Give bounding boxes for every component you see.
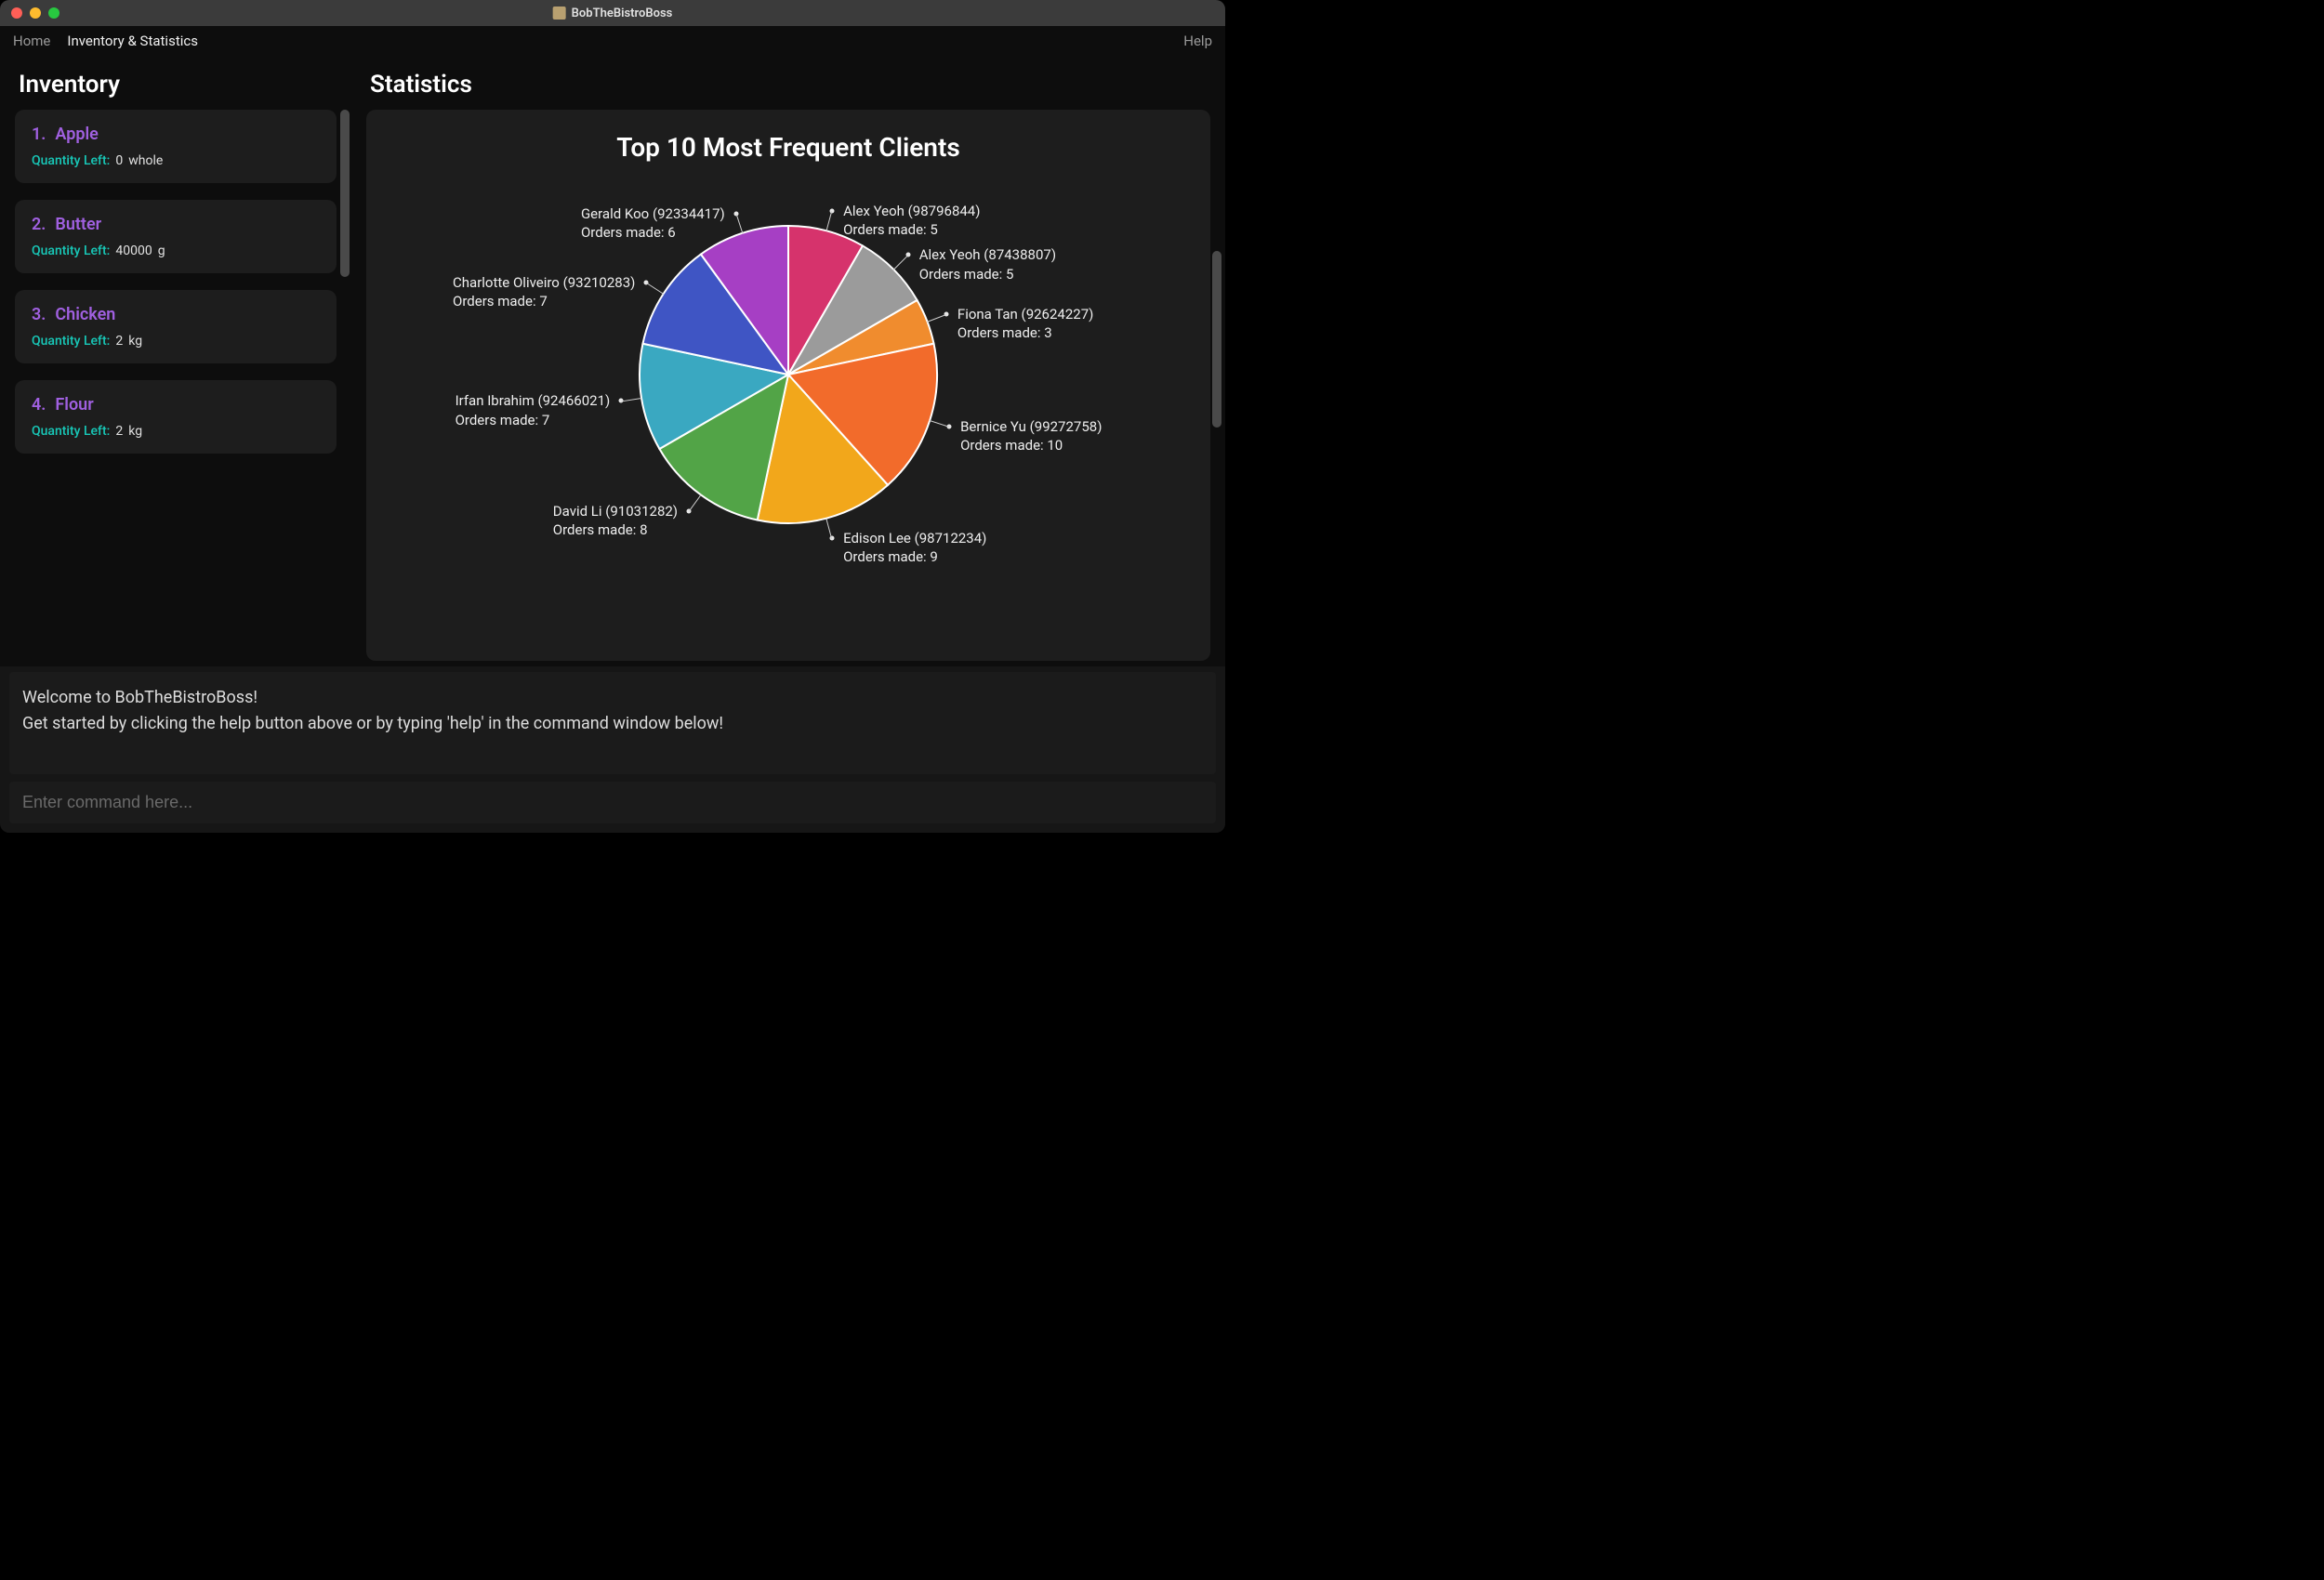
- inventory-list: 1. Apple Quantity Left: 0 whole 2. Butte…: [15, 110, 350, 661]
- pie-slice-label: Bernice Yu (99272758)Orders made: 10: [960, 417, 1102, 455]
- inventory-item-number: 2.: [32, 215, 46, 234]
- inventory-quantity-label: Quantity Left:: [32, 334, 110, 349]
- inventory-item-name: Flour: [55, 395, 93, 415]
- inventory-scrollbar[interactable]: [340, 110, 350, 277]
- inventory-item-name: Apple: [55, 125, 98, 144]
- inventory-section-title: Inventory: [15, 65, 350, 110]
- inventory-quantity-unit: g: [158, 244, 165, 258]
- inventory-quantity-value: 0: [115, 153, 123, 168]
- traffic-lights: [0, 7, 59, 19]
- menu-inventory-statistics[interactable]: Inventory & Statistics: [67, 33, 198, 49]
- pie-slice-label: Irfan Ibrahim (92466021)Orders made: 7: [456, 391, 611, 429]
- pie-slice-label: Edison Lee (98712234)Orders made: 9: [843, 529, 986, 567]
- inventory-card[interactable]: 1. Apple Quantity Left: 0 whole: [15, 110, 337, 183]
- inventory-item-number: 3.: [32, 305, 46, 324]
- inventory-item-number: 1.: [32, 125, 46, 144]
- pie-slice-label: Fiona Tan (92624227)Orders made: 3: [957, 305, 1093, 343]
- welcome-message: Welcome to BobTheBistroBoss! Get started…: [9, 672, 1216, 774]
- pie-slice-label: Gerald Koo (92334417)Orders made: 6: [581, 204, 725, 243]
- menubar: Home Inventory & Statistics Help: [0, 26, 1225, 56]
- maximize-window-icon[interactable]: [48, 7, 59, 19]
- pie-slice-label: David Li (91031282)Orders made: 8: [553, 502, 678, 540]
- inventory-quantity-unit: kg: [128, 424, 142, 439]
- inventory-quantity-label: Quantity Left:: [32, 153, 110, 168]
- welcome-line-1: Welcome to BobTheBistroBoss!: [22, 688, 257, 707]
- inventory-card[interactable]: 3. Chicken Quantity Left: 2 kg: [15, 290, 337, 363]
- close-window-icon[interactable]: [11, 7, 22, 19]
- titlebar: BobTheBistroBoss: [0, 0, 1225, 26]
- statistics-section-title: Statistics: [366, 65, 1210, 110]
- inventory-quantity-value: 2: [115, 424, 123, 439]
- menu-home[interactable]: Home: [13, 33, 50, 49]
- inventory-item-name: Chicken: [55, 305, 115, 324]
- inventory-card[interactable]: 4. Flour Quantity Left: 2 kg: [15, 380, 337, 454]
- inventory-quantity-label: Quantity Left:: [32, 424, 110, 439]
- app-icon: [553, 7, 566, 20]
- pie-slice-label: Charlotte Oliveiro (93210283)Orders made…: [453, 273, 635, 311]
- inventory-item-number: 4.: [32, 395, 46, 415]
- inventory-quantity-unit: kg: [128, 334, 142, 349]
- statistics-panel: Top 10 Most Frequent Clients Alex Yeoh (…: [366, 110, 1210, 661]
- inventory-quantity-value: 40000: [115, 244, 152, 258]
- inventory-quantity-value: 2: [115, 334, 123, 349]
- statistics-scrollbar[interactable]: [1212, 251, 1221, 428]
- chart-title: Top 10 Most Frequent Clients: [389, 132, 1188, 163]
- inventory-card[interactable]: 2. Butter Quantity Left: 40000 g: [15, 200, 337, 273]
- inventory-quantity-unit: whole: [128, 153, 163, 168]
- window-title-text: BobTheBistroBoss: [572, 7, 673, 20]
- pie-slice-label: Alex Yeoh (87438807)Orders made: 5: [919, 245, 1056, 283]
- menu-help[interactable]: Help: [1183, 33, 1212, 49]
- inventory-item-name: Butter: [55, 215, 101, 234]
- pie-slice-label: Alex Yeoh (98796844)Orders made: 5: [843, 202, 980, 240]
- pie-chart: Alex Yeoh (98796844)Orders made: 5 Alex Y…: [389, 170, 1188, 560]
- command-input[interactable]: [9, 782, 1216, 823]
- inventory-quantity-label: Quantity Left:: [32, 244, 110, 258]
- minimize-window-icon[interactable]: [30, 7, 41, 19]
- welcome-line-2: Get started by clicking the help button …: [22, 714, 723, 733]
- window-title: BobTheBistroBoss: [553, 7, 673, 20]
